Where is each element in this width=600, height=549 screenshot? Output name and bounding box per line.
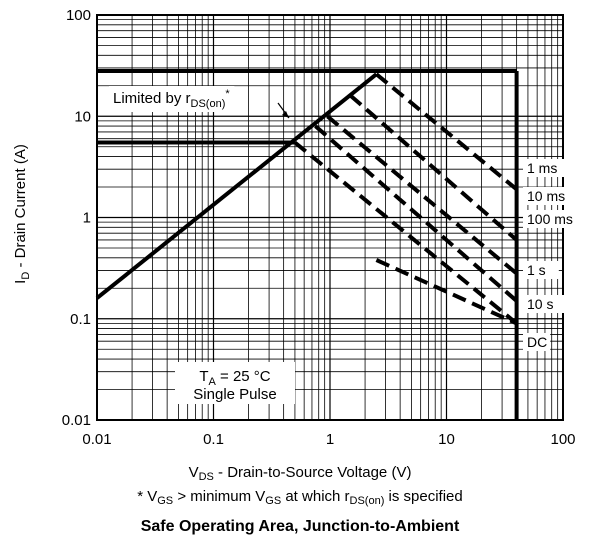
- ta-label: TA = 25 °C: [199, 368, 270, 388]
- conditions-box: TA = 25 °C Single Pulse: [175, 362, 295, 404]
- series-line-4: [375, 72, 518, 191]
- single-pulse-label: Single Pulse: [193, 386, 276, 403]
- footnote: * VGS > minimum VGS at which rDS(on) is …: [137, 488, 463, 507]
- annotation-label: DC: [527, 334, 547, 350]
- x-tick-label: 0.1: [203, 431, 224, 448]
- series-line-9: [375, 258, 518, 326]
- annotation-bg: [523, 261, 559, 279]
- x-axis-ticks: 0.01 0.1 1 10 100: [82, 431, 575, 448]
- y-tick-label: 0.1: [70, 311, 91, 328]
- annotation-bg: [523, 210, 585, 228]
- chart-grid: [97, 15, 563, 420]
- y-tick-label: 100: [66, 7, 91, 24]
- conditions-bg: [175, 362, 295, 404]
- annotation-bg: [523, 187, 576, 205]
- series-line-7: [314, 124, 518, 303]
- y-axis-ticks: 0.01 0.1 1 10 100: [62, 7, 91, 429]
- series-annotations: 1 ms 10 ms 100 ms 1 s 10 s DC: [523, 159, 585, 351]
- annotation-bg: [523, 159, 568, 177]
- chart-curves: [95, 69, 519, 420]
- y-tick-label: 1: [83, 210, 91, 227]
- limited-label: Limited by rDS(on)*: [109, 86, 290, 119]
- x-tick-label: 0.01: [82, 431, 111, 448]
- y-axis-label: ID - Drain Current (A): [12, 144, 32, 284]
- x-tick-label: 10: [438, 431, 455, 448]
- annotation-label: 10 s: [527, 296, 553, 312]
- x-axis-label: VDS - Drain-to-Source Voltage (V): [188, 464, 412, 483]
- limited-label-text: Limited by rDS(on)*: [113, 88, 230, 110]
- x-tick-label: 1: [326, 431, 334, 448]
- series-line-5: [349, 94, 518, 242]
- series-line-0: [95, 72, 378, 300]
- series-line-8: [293, 140, 518, 325]
- y-tick-label: 0.01: [62, 412, 91, 429]
- annotation-label: 10 ms: [527, 188, 565, 204]
- x-tick-label: 100: [550, 431, 575, 448]
- annotation-bg: [523, 295, 568, 313]
- limited-arrow-head: [282, 111, 289, 118]
- annotation-label: 100 ms: [527, 211, 573, 227]
- annotation-label: 1 s: [527, 262, 546, 278]
- series-line-6: [326, 114, 518, 276]
- annotation-bg: [523, 333, 551, 351]
- y-tick-label: 10: [74, 108, 91, 125]
- annotation-label: 1 ms: [527, 160, 557, 176]
- chart-title: Safe Operating Area, Junction-to-Ambient: [140, 518, 460, 535]
